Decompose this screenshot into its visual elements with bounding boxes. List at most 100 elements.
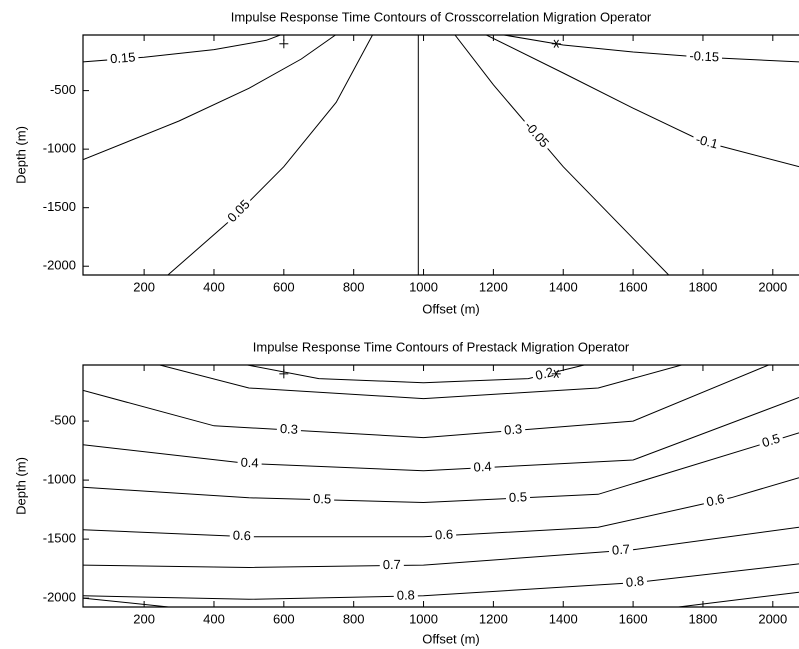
- contour-label: 0.7: [383, 557, 401, 572]
- y-tick-label: -1500: [43, 531, 76, 546]
- contour-label-group: -0.1: [691, 131, 723, 153]
- label-background: [223, 195, 256, 228]
- contours: [83, 365, 799, 607]
- contour-label-group: 0.8: [622, 573, 648, 591]
- label-background: [608, 542, 634, 559]
- contour-label-group: -0.15: [686, 48, 723, 66]
- source-marker: [279, 369, 289, 379]
- x-tick-label: 1600: [619, 611, 648, 626]
- x-axis-label: Offset (m): [422, 301, 480, 316]
- y-tick-label: -1000: [43, 472, 76, 487]
- contour-label: 0.6: [232, 528, 251, 544]
- label-background: [393, 588, 418, 604]
- contour-line: [83, 432, 799, 504]
- x-tick-label: 400: [203, 279, 225, 294]
- x-tick-label: 1000: [409, 279, 438, 294]
- contour-label-group: 0.15: [106, 49, 139, 68]
- contour-label-group: 0.4: [470, 459, 495, 476]
- contours: [83, 35, 799, 275]
- contour-label-group: 0.7: [608, 541, 634, 559]
- contour-label-group: 0.8: [393, 587, 418, 604]
- contour-line: [83, 35, 336, 161]
- x-tick-label: 2000: [758, 611, 787, 626]
- x-tick-label: 200: [133, 279, 155, 294]
- contour-line: [167, 35, 373, 275]
- label-background: [309, 492, 335, 508]
- contour-label-group: 0.7: [379, 557, 404, 573]
- chart-title: Impulse Response Time Contours of Crossc…: [231, 9, 652, 24]
- contour-label-group: 0.5: [309, 491, 335, 508]
- contour-label: 0.2: [534, 364, 555, 383]
- label-background: [505, 490, 531, 506]
- contour-label-group: 0.5: [757, 431, 785, 452]
- contour-label: 0.5: [760, 431, 782, 451]
- label-background: [431, 527, 457, 544]
- x-tick-label: 1000: [409, 611, 438, 626]
- contour-label-group: 0.6: [431, 527, 457, 544]
- chart-title: Impulse Response Time Contours of Presta…: [253, 339, 630, 354]
- contour-label: -0.15: [689, 48, 719, 64]
- contour-label: 0.5: [509, 489, 528, 505]
- y-tick-label: -1500: [43, 199, 76, 214]
- plot-frame: [82, 364, 799, 608]
- contour-label: 0.4: [240, 455, 259, 471]
- contour-label-group: 0.6: [229, 528, 255, 544]
- label-background: [229, 529, 255, 544]
- contour-label: 0.4: [473, 459, 492, 475]
- x-tick-label: 600: [273, 279, 295, 294]
- contour-label-group: 0.2: [531, 364, 558, 385]
- y-tick-label: -2000: [43, 590, 76, 605]
- label-background: [519, 116, 553, 154]
- contour-label: 0.6: [435, 527, 454, 543]
- contour-line: [503, 35, 799, 63]
- x-tick-label: 800: [343, 611, 365, 626]
- contour-labels: 0.150.05-0.05 -0.1-0.15: [106, 48, 723, 228]
- contour-line: [486, 35, 799, 168]
- contour-line: [83, 397, 799, 472]
- x-tick-label: 1400: [549, 611, 578, 626]
- x-tick-label: 1400: [549, 279, 578, 294]
- label-background: [691, 132, 723, 153]
- x-axis-label: Offset (m): [422, 631, 480, 646]
- label-background: [531, 364, 558, 385]
- x-tick-label: 1200: [479, 611, 508, 626]
- y-tick-label: -2000: [43, 258, 76, 273]
- contour-line: [83, 365, 769, 439]
- contour-label: 0.8: [397, 587, 415, 602]
- contour-line: [83, 526, 799, 569]
- x-tick-label: 400: [203, 611, 225, 626]
- contour-line: [83, 563, 799, 600]
- source-marker: [279, 39, 289, 49]
- x-tick-label: 800: [343, 279, 365, 294]
- plot: Impulse Response Time Contours of Presta…: [13, 339, 799, 646]
- x-tick-label: 1800: [688, 611, 717, 626]
- contour-label: 0.3: [280, 421, 299, 437]
- label-background: [237, 456, 262, 472]
- contour-label: 0.6: [705, 491, 726, 510]
- contour-labels: 0.2 0.3 0.3 0.4 0.4 0.5 0.5 0.5 0.6 0.6 0.6 0.7 0.7 0…: [229, 364, 785, 604]
- contour-line: [83, 597, 169, 607]
- label-background: [757, 431, 785, 452]
- contour-label-group: 0.6: [702, 491, 729, 511]
- contour-label: -0.1: [694, 131, 719, 151]
- x-tick-label: 2000: [758, 279, 787, 294]
- label-background: [470, 460, 495, 476]
- y-tick-label: -500: [50, 82, 76, 97]
- contour-line: [159, 365, 682, 400]
- contour-label: 0.7: [611, 541, 630, 557]
- contour-line: [678, 591, 799, 607]
- label-background: [702, 491, 729, 511]
- marker-stroke: [553, 39, 559, 48]
- x-tick-label: 600: [273, 611, 295, 626]
- x-tick-label: 200: [133, 611, 155, 626]
- x-tick-label: 1200: [479, 279, 508, 294]
- contour-label: 0.3: [504, 421, 523, 437]
- contour-label-group: 0.3: [500, 421, 526, 439]
- contour-label-group: 0.5: [505, 489, 531, 506]
- label-background: [276, 422, 302, 438]
- plot-frame: [82, 34, 799, 276]
- y-tick-label: -1000: [43, 141, 76, 156]
- contour-label: 0.15: [110, 49, 136, 66]
- contour-label-group: 0.4: [237, 455, 262, 472]
